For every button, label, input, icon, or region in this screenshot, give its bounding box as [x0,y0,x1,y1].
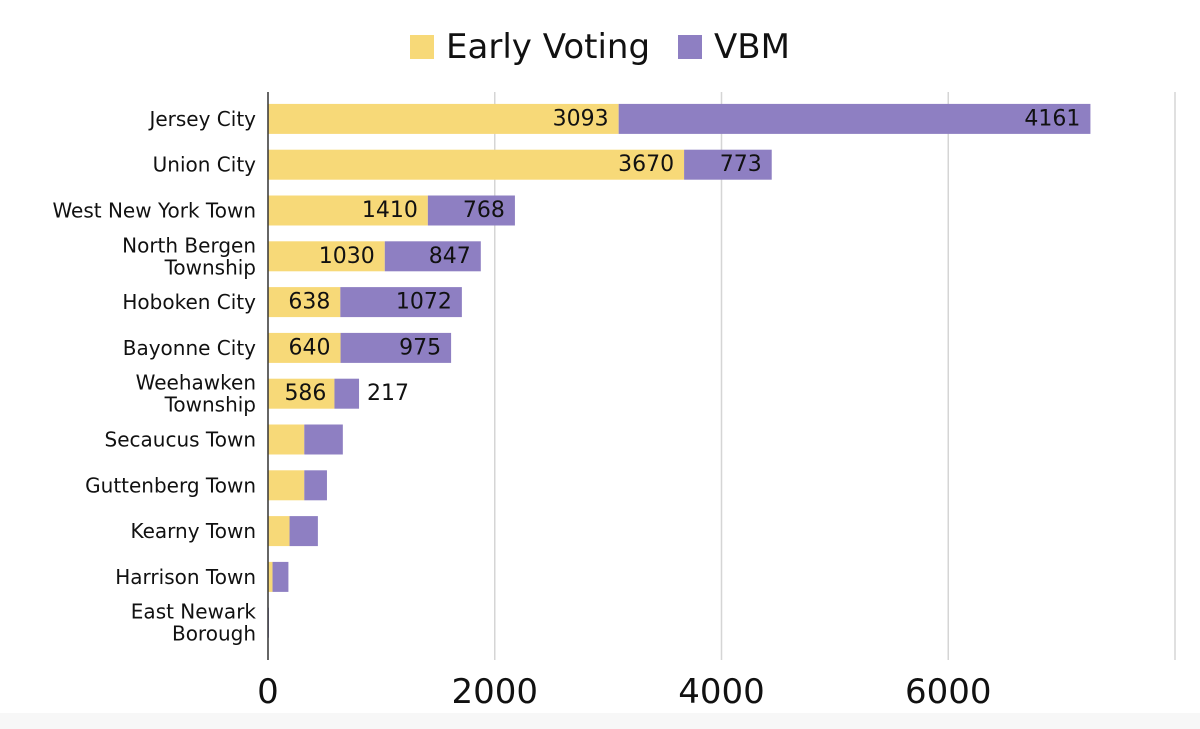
footer-strip [0,713,1200,729]
category-label-line: Weehawken [136,371,256,395]
bar [272,561,289,592]
data-label: 4161 [1024,106,1080,131]
category-label: Hoboken City [122,290,256,314]
bar [268,195,428,226]
bar [268,332,341,363]
legend-item-early-voting: Early Voting [410,27,650,67]
data-label: 3670 [618,152,674,177]
category-label: North Bergen Township [122,233,256,279]
x-tick-label: 0 [257,672,279,712]
bar [268,470,305,501]
category-label: Harrison Town [115,565,256,589]
category-label: Weehawken Township [136,371,256,417]
bar [268,516,290,547]
bar [268,424,305,455]
legend-swatch-early-voting [410,35,435,59]
category-label: East Newark Borough [131,600,257,646]
category-label: Kearny Town [130,519,256,543]
bar [289,516,318,547]
x-tick-label: 6000 [905,672,992,712]
data-label: 586 [284,381,326,406]
x-tick-label: 4000 [678,672,765,712]
bar [304,470,327,501]
bar [268,561,273,592]
category-label: Guttenberg Town [85,473,256,497]
category-label-line: Borough [172,622,256,646]
bar [384,241,481,272]
bar [427,195,515,226]
category-label-line: Township [164,255,256,279]
data-label: 3093 [553,106,609,131]
data-label: 773 [720,152,762,177]
legend-item-vbm: VBM [678,27,790,67]
legend-swatch-vbm [678,35,703,59]
bar [340,287,462,318]
bar [340,332,452,363]
category-label: Bayonne City [123,336,256,360]
legend-label-vbm: VBM [714,27,790,67]
category-label: West New York Town [52,199,256,223]
category-label: Jersey City [147,107,256,131]
category-label-line: East Newark [131,600,257,624]
bar [618,103,1091,134]
data-label: 768 [463,198,505,223]
category-label-line: North Bergen [122,233,256,257]
data-label: 1072 [396,290,452,315]
category-label: Union City [153,153,257,177]
category-label-line: Township [164,393,256,417]
bar [684,149,772,180]
data-label: 640 [289,335,331,360]
legend-label-early-voting: Early Voting [446,27,651,67]
bar [268,241,385,272]
bar [268,149,685,180]
data-label: 638 [288,290,330,315]
data-label: 1410 [362,198,418,223]
category-label: Secaucus Town [105,428,256,452]
bar [334,378,360,409]
bar [268,287,341,318]
data-label: 847 [429,244,471,269]
bar [268,103,619,134]
data-label: 975 [399,335,441,360]
data-label: 217 [367,381,409,406]
x-tick-label: 2000 [451,672,538,712]
bar [268,378,335,409]
chart-legend: Early Voting VBM [0,22,1200,72]
data-label: 1030 [319,244,375,269]
bar [304,424,343,455]
